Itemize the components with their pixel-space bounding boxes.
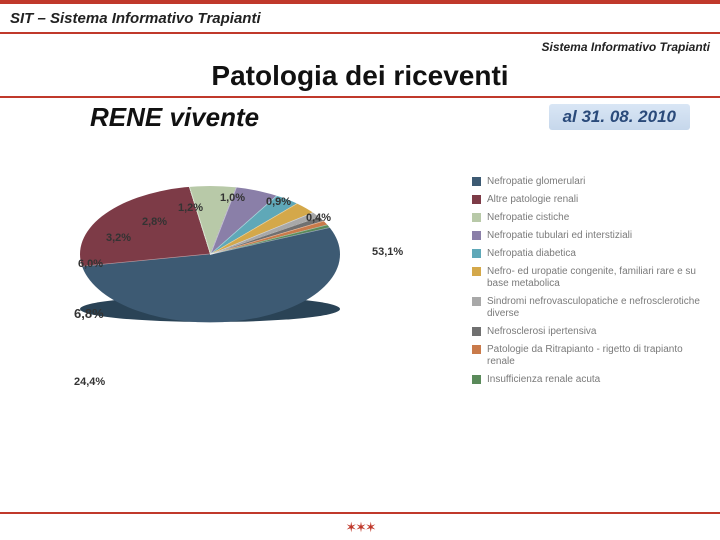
- legend-label: Altre patologie renali: [487, 194, 578, 206]
- legend-label: Nefropatia diabetica: [487, 248, 576, 260]
- legend: Nefropatie glomerulari Altre patologie re…: [472, 176, 702, 392]
- legend-swatch: [472, 267, 481, 276]
- legend-item: Sindromi nefrovasculopatiche e nefroscle…: [472, 296, 702, 320]
- legend-swatch: [472, 195, 481, 204]
- app-title: SIT – Sistema Informativo Trapianti: [10, 10, 261, 27]
- subtitle-row: RENE vivente al 31. 08. 2010: [0, 98, 720, 136]
- legend-item: Nefropatia diabetica: [472, 248, 702, 260]
- pie-pct-label: 0,4%: [306, 212, 331, 224]
- legend-label: Sindromi nefrovasculopatiche e nefroscle…: [487, 296, 702, 320]
- legend-item: Nefropatie tubulari ed interstiziali: [472, 230, 702, 242]
- pie-pct-label: 53,1%: [372, 246, 403, 258]
- legend-item: Nefro- ed uropatie congenite, familiari …: [472, 266, 702, 290]
- chart-area: 53,1% 24,4% 6,8% 6,0% 3,2% 2,8% 1,2% 1,0% 0,9% 0,…: [0, 136, 720, 496]
- legend-label: Nefropatie tubulari ed interstiziali: [487, 230, 632, 242]
- legend-swatch: [472, 249, 481, 258]
- legend-swatch: [472, 213, 481, 222]
- footer-bar: ✶✶✶: [0, 512, 720, 540]
- legend-label: Nefro- ed uropatie congenite, familiari …: [487, 266, 702, 290]
- legend-item: Nefrosclerosi ipertensiva: [472, 326, 702, 338]
- page-title: Patologia dei riceventi: [0, 58, 720, 98]
- pie-pct-label: 0,9%: [266, 196, 291, 208]
- footer-logo-icon: ✶✶✶: [345, 519, 374, 536]
- legend-swatch: [472, 177, 481, 186]
- legend-swatch: [472, 345, 481, 354]
- legend-label: Insufficienza renale acuta: [487, 374, 600, 386]
- legend-swatch: [472, 231, 481, 240]
- pie-pct-label: 1,0%: [220, 192, 245, 204]
- legend-item: Altre patologie renali: [472, 194, 702, 206]
- pie-pct-label: 3,2%: [106, 232, 131, 244]
- legend-item: Nefropatie cistiche: [472, 212, 702, 224]
- app-subtitle: Sistema Informativo Trapianti: [542, 40, 711, 54]
- pie-chart: 53,1%24,4%6,8%6,0%3,2%2,8%1,2%1,0%0,9%0,…: [80, 186, 380, 466]
- date-badge: al 31. 08. 2010: [549, 104, 690, 130]
- pie-pct-label: 24,4%: [74, 376, 105, 388]
- legend-label: Nefropatie cistiche: [487, 212, 569, 224]
- legend-swatch: [472, 375, 481, 384]
- pie-pct-label: 6,8%: [74, 306, 104, 321]
- header-bar: SIT – Sistema Informativo Trapianti: [0, 0, 720, 34]
- legend-label: Nefrosclerosi ipertensiva: [487, 326, 597, 338]
- legend-label: Patologie da Ritrapianto - rigetto di tr…: [487, 344, 702, 368]
- legend-item: Nefropatie glomerulari: [472, 176, 702, 188]
- sub-header-bar: Sistema Informativo Trapianti: [0, 34, 720, 58]
- pie-pct-label: 6,0%: [78, 258, 103, 270]
- legend-item: Insufficienza renale acuta: [472, 374, 702, 386]
- pie-pct-label: 1,2%: [178, 202, 203, 214]
- pie-top-face: [80, 186, 340, 322]
- legend-swatch: [472, 327, 481, 336]
- pie-pct-label: 2,8%: [142, 216, 167, 228]
- organ-label: RENE vivente: [0, 102, 549, 133]
- legend-label: Nefropatie glomerulari: [487, 176, 585, 188]
- legend-item: Patologie da Ritrapianto - rigetto di tr…: [472, 344, 702, 368]
- legend-swatch: [472, 297, 481, 306]
